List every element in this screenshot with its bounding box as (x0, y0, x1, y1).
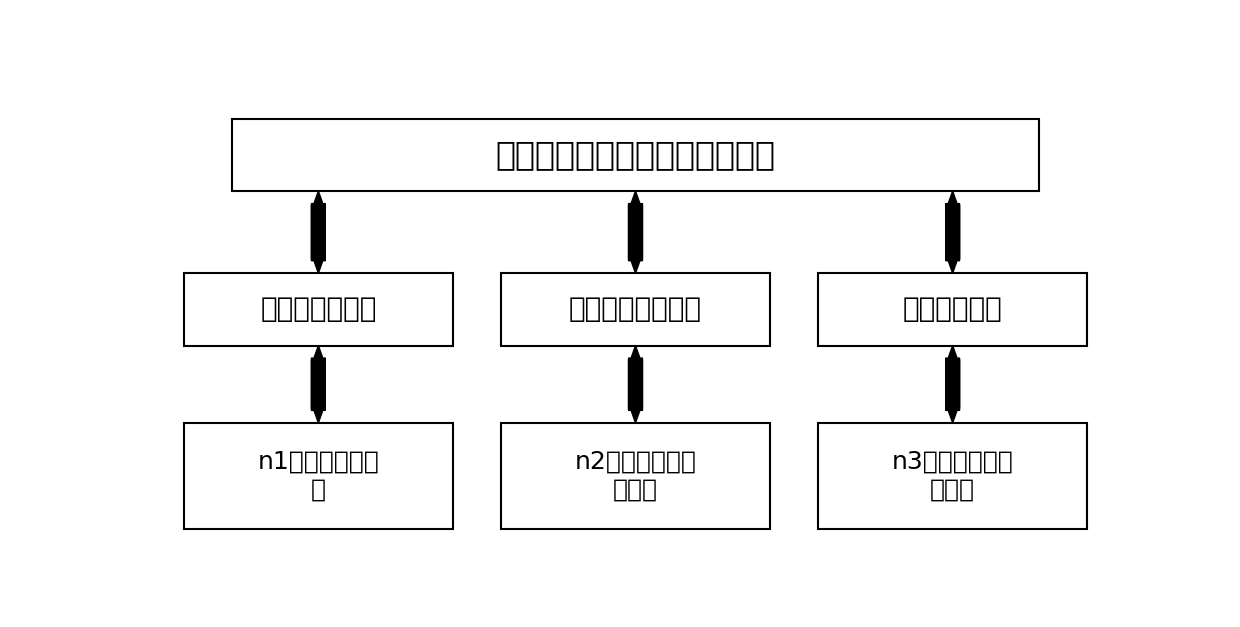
Text: n2个光伏阵列控
制单元: n2个光伏阵列控 制单元 (574, 450, 697, 502)
Text: 风电场控制子站: 风电场控制子站 (260, 295, 377, 324)
Bar (818, 423, 1087, 529)
Text: 储能控制子站: 储能控制子站 (903, 295, 1002, 324)
Text: n1个风机控制单
元: n1个风机控制单 元 (258, 450, 379, 502)
Bar (818, 273, 1087, 345)
Text: 光伏发电控制子站: 光伏发电控制子站 (569, 295, 702, 324)
Text: 风光储联合发电系统控制中心站: 风光储联合发电系统控制中心站 (496, 139, 775, 171)
Bar (184, 273, 453, 345)
Bar (184, 423, 453, 529)
Bar (232, 119, 1039, 191)
Text: n3个储能电池控
制单元: n3个储能电池控 制单元 (892, 450, 1013, 502)
Bar (501, 423, 770, 529)
Bar (501, 273, 770, 345)
